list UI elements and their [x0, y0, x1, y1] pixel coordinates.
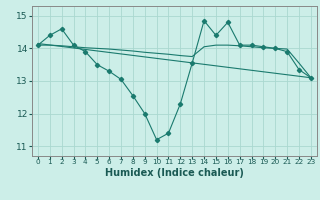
X-axis label: Humidex (Indice chaleur): Humidex (Indice chaleur) [105, 168, 244, 178]
